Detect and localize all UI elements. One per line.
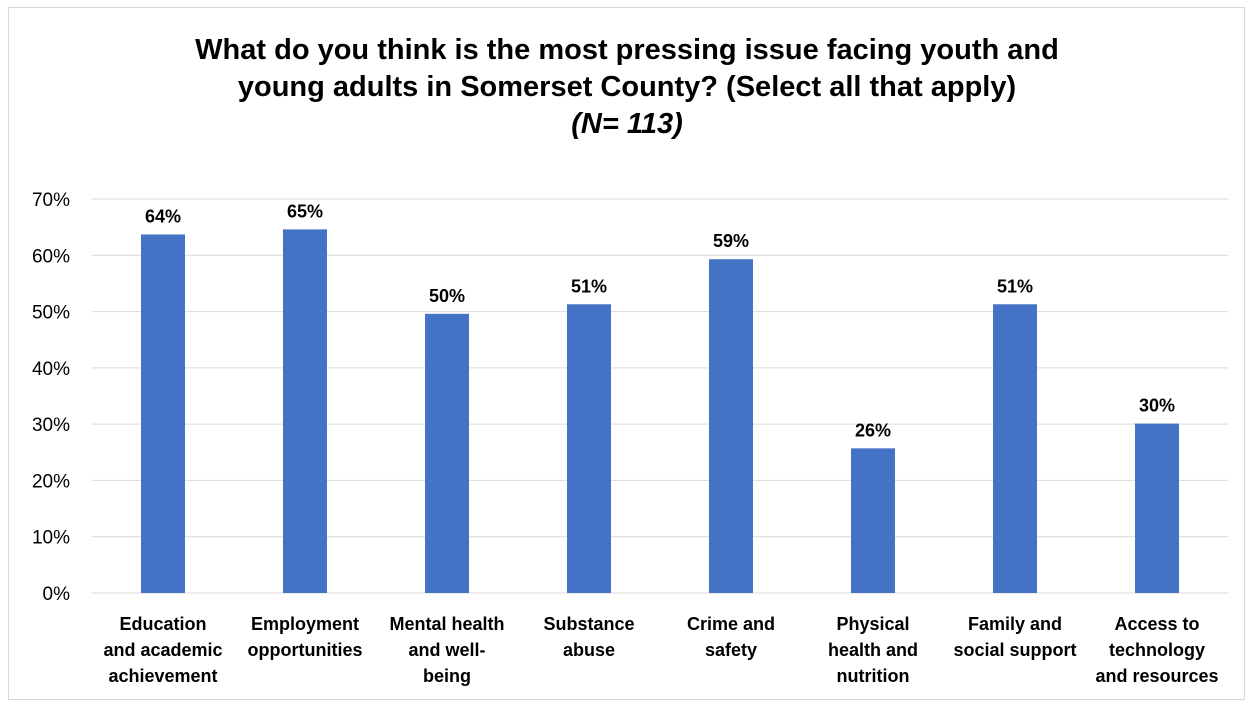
x-category-label: Mental health and well-being xyxy=(389,614,504,686)
bar xyxy=(709,259,753,593)
x-category-label-line: Physical xyxy=(836,614,909,634)
bar xyxy=(425,313,469,593)
y-tick-label: 20% xyxy=(32,471,70,492)
y-tick-label: 50% xyxy=(32,303,70,324)
x-category-label: Family and social support xyxy=(953,614,1076,660)
x-category-label-line: technology xyxy=(1109,640,1205,660)
x-category-label-line: health and xyxy=(828,640,918,660)
data-label: 65% xyxy=(287,201,323,221)
x-category-label-line: and well- xyxy=(408,640,485,660)
y-tick-label: 40% xyxy=(32,359,70,380)
data-label: 51% xyxy=(997,276,1033,296)
data-label: 50% xyxy=(429,286,465,306)
x-category-label-line: Substance xyxy=(543,614,634,634)
x-category-label-line: Employment xyxy=(251,614,359,634)
x-category-label-line: Access to xyxy=(1114,614,1199,634)
x-category-label: Crime and safety xyxy=(687,614,775,660)
bar xyxy=(1135,423,1179,593)
data-label: 59% xyxy=(713,231,749,251)
x-category-label-line: abuse xyxy=(563,640,615,660)
x-category-label-line: and resources xyxy=(1095,666,1218,686)
x-category-label-line: Crime and xyxy=(687,614,775,634)
y-tick-label: 70% xyxy=(32,190,70,211)
x-category-label-line: Education xyxy=(119,614,206,634)
chart-title-line-2: young adults in Somerset County? (Select… xyxy=(237,71,1017,103)
x-category-label: Education and academic achievement xyxy=(103,614,222,686)
x-category-label: Employment opportunities xyxy=(248,614,363,660)
data-label: 30% xyxy=(1139,396,1175,416)
x-category-label-line: being xyxy=(423,666,471,686)
x-category-label-line: safety xyxy=(705,640,757,660)
bar xyxy=(567,304,611,593)
chart-subtitle: (N= 113) xyxy=(571,108,683,140)
bar xyxy=(141,234,185,593)
y-tick-label: 60% xyxy=(32,246,70,267)
x-category-label-line: nutrition xyxy=(837,666,910,686)
data-label: 51% xyxy=(571,276,607,296)
y-tick-label: 0% xyxy=(43,584,71,605)
x-category-label: Substance abuse xyxy=(543,614,634,660)
data-label: 64% xyxy=(145,206,181,226)
x-category-label-line: Family and xyxy=(968,614,1062,634)
bar xyxy=(851,448,895,593)
x-category-label-line: and academic xyxy=(103,640,222,660)
bar xyxy=(993,304,1037,593)
x-category-label-line: opportunities xyxy=(248,640,363,660)
x-category-label: Access to technology and resources xyxy=(1095,614,1218,686)
data-label: 26% xyxy=(855,420,891,440)
bar xyxy=(283,229,327,593)
chart-frame xyxy=(8,7,1245,700)
x-category-label-line: achievement xyxy=(108,666,217,686)
x-category-label-line: Mental health xyxy=(389,614,504,634)
x-category-label: Physical health and nutrition xyxy=(828,614,918,686)
y-tick-label: 30% xyxy=(32,415,70,436)
y-tick-label: 10% xyxy=(32,528,70,549)
chart-title-line-1: What do you think is the most pressing i… xyxy=(195,34,1059,66)
chart-title: What do you think is the most pressing i… xyxy=(0,32,1254,143)
x-category-label-line: social support xyxy=(953,640,1076,660)
